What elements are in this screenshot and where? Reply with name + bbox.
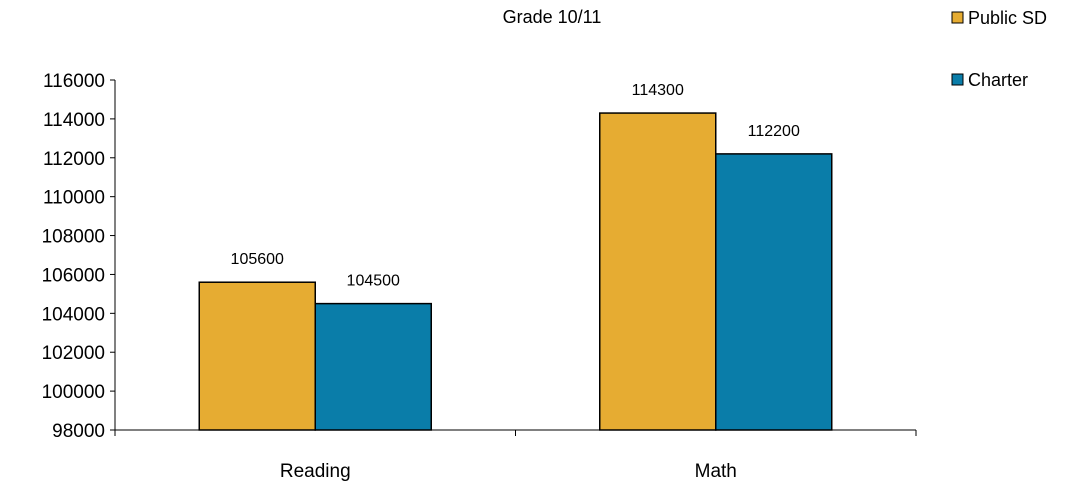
y-tick-label: 102000 <box>42 343 105 364</box>
data-label: 104500 <box>347 273 400 290</box>
bar-charter-reading <box>314 302 432 431</box>
x-tick-label: Reading <box>280 461 351 482</box>
x-tick-label: Math <box>695 461 737 482</box>
y-tick-label: 110000 <box>43 188 105 209</box>
bars <box>198 112 833 431</box>
data-label: 114300 <box>632 82 684 99</box>
bar-charter-math <box>715 153 833 431</box>
chart-title: Grade 10/11 <box>503 7 602 27</box>
y-tick-label: 114000 <box>43 110 105 131</box>
y-tick-label: 116000 <box>43 71 105 92</box>
legend-label: Public SD <box>968 8 1047 28</box>
bar-public-sd-math <box>599 112 717 431</box>
y-tick-label: 108000 <box>42 227 105 248</box>
y-tick-label: 106000 <box>42 265 105 286</box>
y-axis-ticks: 116000 114000 112000 110000 108000 106000 1040… <box>42 71 115 442</box>
data-label: 105600 <box>231 251 284 268</box>
legend-label: Charter <box>968 70 1028 90</box>
data-labels: 105600 104500 114300 112200 <box>231 82 800 290</box>
x-axis-ticks: Reading Math <box>114 430 917 482</box>
y-tick-label: 98000 <box>52 421 105 442</box>
legend-swatch-public-sd <box>951 11 964 24</box>
bar-public-sd-reading <box>198 281 316 431</box>
legend-swatch-charter <box>951 73 964 86</box>
y-tick-label: 112000 <box>43 149 105 170</box>
y-tick-label: 104000 <box>42 304 105 325</box>
y-tick-label: 100000 <box>42 382 105 403</box>
legend: Public SD Charter <box>951 8 1047 90</box>
data-label: 112200 <box>748 123 800 140</box>
